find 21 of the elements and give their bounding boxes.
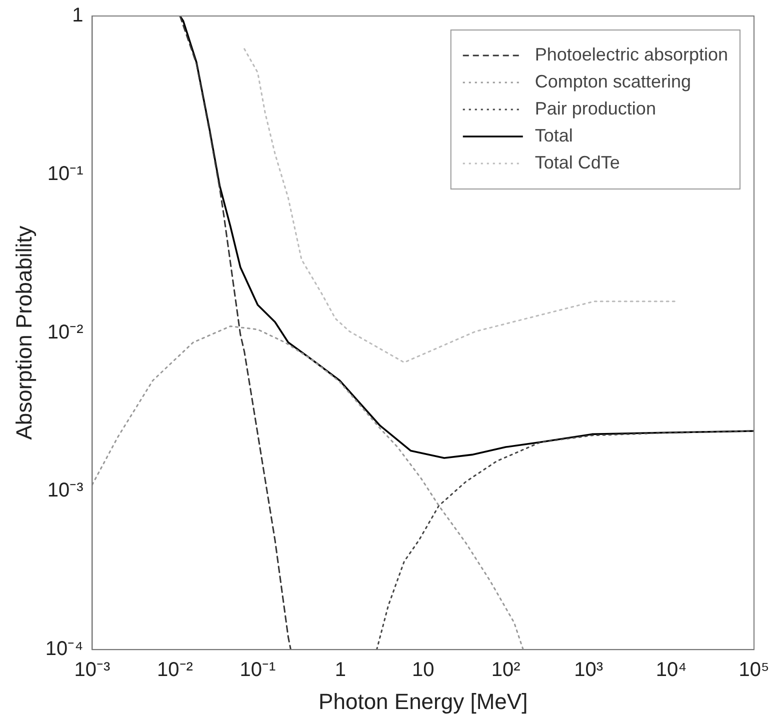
legend-label: Photoelectric absorption <box>534 44 728 64</box>
legend-label: Compton scattering <box>534 71 691 92</box>
legend-label: Total <box>534 125 573 146</box>
legend-label: Total CdTe <box>534 152 620 172</box>
x-axis-title: Photon Energy [MeV] <box>318 688 528 714</box>
y-tick-label: 10⁻³ <box>47 480 84 502</box>
x-tick-label: 10 <box>412 659 434 682</box>
legend-label: Pair production <box>534 98 656 118</box>
x-tick-label: 10⁻¹ <box>240 659 276 682</box>
x-tick-label: 10³ <box>574 659 604 682</box>
x-tick-label: 10⁻² <box>157 659 194 682</box>
y-tick-label: 1 <box>72 4 84 27</box>
x-tick-label: 10⁻³ <box>74 659 111 682</box>
x-tick-label: 10² <box>491 659 521 682</box>
x-tick-label: 10⁵ <box>738 659 770 682</box>
x-tick-label: 1 <box>334 659 346 682</box>
y-tick-label: 10⁻⁴ <box>45 638 84 660</box>
y-tick-label: 10⁻¹ <box>47 162 84 185</box>
y-axis-title: Absorption Probability <box>11 226 36 440</box>
y-tick-label: 10⁻² <box>47 321 84 344</box>
x-tick-label: 10⁴ <box>656 659 687 682</box>
